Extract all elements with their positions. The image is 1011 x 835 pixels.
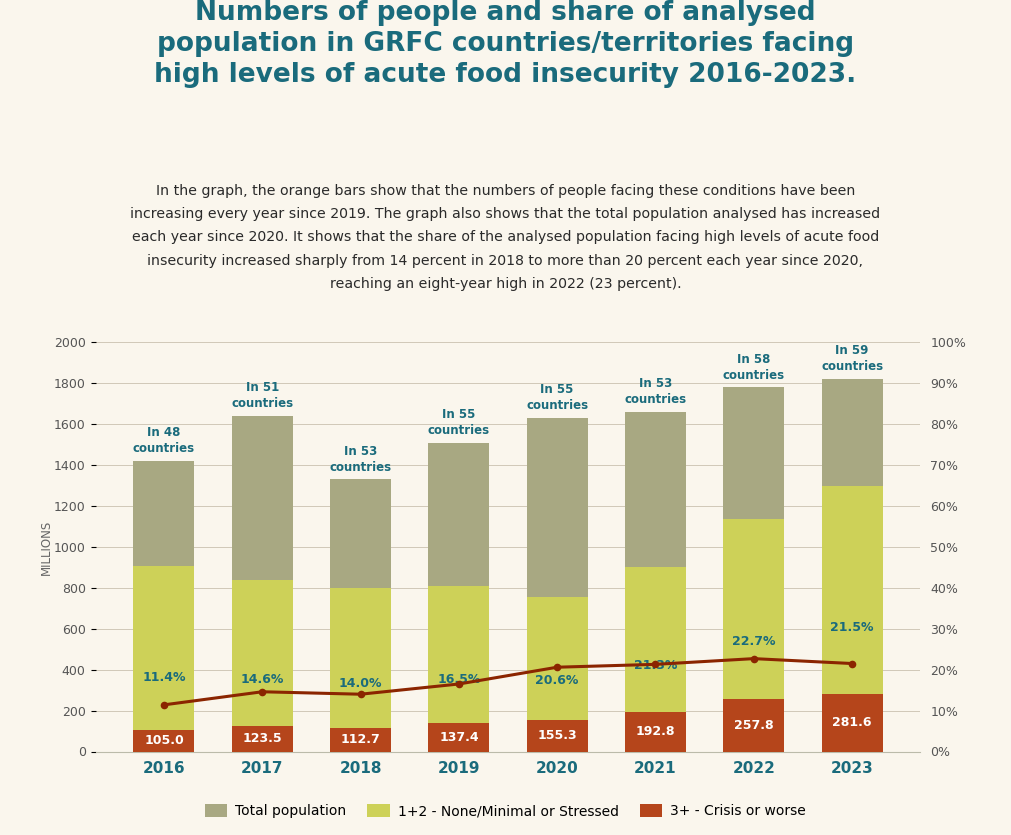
Text: In the graph, the orange bars show that the numbers of people facing these condi: In the graph, the orange bars show that … — [130, 184, 881, 291]
Y-axis label: MILLIONS: MILLIONS — [40, 519, 54, 574]
Bar — [429, 723, 489, 752]
Bar — [527, 418, 587, 597]
Bar — [527, 720, 587, 752]
Bar — [133, 461, 194, 566]
Bar — [723, 387, 785, 519]
Text: 21.5%: 21.5% — [830, 620, 874, 634]
Bar — [625, 412, 685, 568]
Text: 16.5%: 16.5% — [437, 673, 480, 686]
Text: 14.0%: 14.0% — [339, 677, 382, 690]
Bar — [331, 588, 391, 728]
Text: In 51
countries: In 51 countries — [232, 382, 293, 410]
Text: 22.7%: 22.7% — [732, 635, 775, 648]
Text: 105.0: 105.0 — [145, 734, 184, 747]
Bar — [822, 694, 883, 752]
Text: 20.6%: 20.6% — [536, 674, 579, 687]
Legend: Total population, 1+2 - None/Minimal or Stressed, 3+ - Crisis or worse: Total population, 1+2 - None/Minimal or … — [199, 799, 812, 824]
Text: 155.3: 155.3 — [538, 729, 577, 742]
Bar — [331, 728, 391, 752]
Text: 112.7: 112.7 — [341, 733, 380, 746]
Bar — [232, 579, 293, 726]
Bar — [822, 379, 883, 486]
Text: 123.5: 123.5 — [243, 732, 282, 746]
Text: In 59
countries: In 59 countries — [821, 345, 884, 373]
Bar — [625, 712, 685, 752]
Bar — [331, 479, 391, 588]
Bar — [723, 519, 785, 699]
Bar — [232, 416, 293, 579]
Bar — [822, 486, 883, 694]
Text: In 53
countries: In 53 countries — [625, 377, 686, 406]
Bar — [723, 699, 785, 752]
Bar — [133, 566, 194, 730]
Text: In 55
countries: In 55 countries — [428, 407, 490, 437]
Text: Numbers of people and share of analysed
population in GRFC countries/territories: Numbers of people and share of analysed … — [155, 0, 856, 88]
Bar — [232, 726, 293, 752]
Bar — [429, 443, 489, 586]
Text: 257.8: 257.8 — [734, 719, 773, 731]
Text: In 53
countries: In 53 countries — [330, 445, 391, 473]
Text: 192.8: 192.8 — [636, 726, 675, 738]
Bar — [527, 597, 587, 720]
Text: 137.4: 137.4 — [439, 731, 478, 744]
Bar — [429, 586, 489, 723]
Bar — [133, 730, 194, 752]
Text: In 55
countries: In 55 countries — [526, 383, 588, 412]
Text: In 58
countries: In 58 countries — [723, 352, 785, 382]
Text: 14.6%: 14.6% — [241, 673, 284, 686]
Text: 281.6: 281.6 — [832, 716, 871, 729]
Text: 21.3%: 21.3% — [634, 660, 677, 672]
Text: In 48
countries: In 48 countries — [132, 427, 195, 455]
Bar — [625, 568, 685, 712]
Text: 11.4%: 11.4% — [143, 671, 186, 684]
